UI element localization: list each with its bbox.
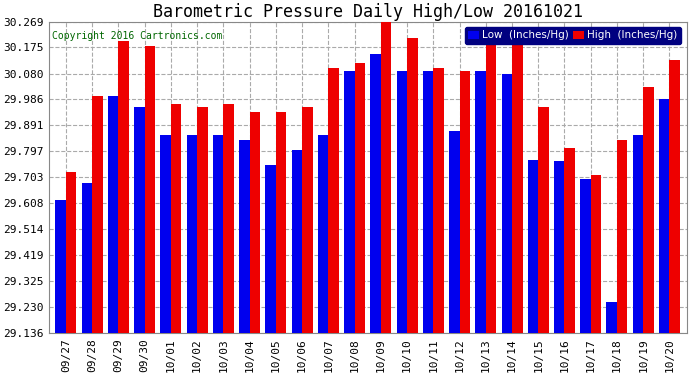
Title: Barometric Pressure Daily High/Low 20161021: Barometric Pressure Daily High/Low 20161… bbox=[152, 3, 582, 21]
Bar bbox=[591, 175, 601, 333]
Bar bbox=[186, 135, 197, 333]
Bar bbox=[607, 302, 617, 333]
Bar bbox=[460, 71, 470, 333]
Bar bbox=[224, 104, 234, 333]
Bar bbox=[355, 63, 365, 333]
Bar bbox=[276, 112, 286, 333]
Legend: Low  (Inches/Hg), High  (Inches/Hg): Low (Inches/Hg), High (Inches/Hg) bbox=[465, 27, 681, 44]
Bar bbox=[197, 106, 208, 333]
Bar bbox=[371, 54, 381, 333]
Bar bbox=[397, 71, 407, 333]
Bar bbox=[250, 112, 260, 333]
Bar bbox=[617, 140, 627, 333]
Bar bbox=[528, 160, 538, 333]
Bar bbox=[119, 40, 129, 333]
Bar bbox=[502, 74, 512, 333]
Bar bbox=[433, 68, 444, 333]
Bar bbox=[643, 87, 653, 333]
Bar bbox=[407, 38, 417, 333]
Bar bbox=[108, 96, 119, 333]
Bar bbox=[81, 183, 92, 333]
Bar bbox=[554, 161, 564, 333]
Bar bbox=[55, 200, 66, 333]
Bar bbox=[171, 104, 181, 333]
Bar bbox=[633, 135, 643, 333]
Bar bbox=[66, 172, 77, 333]
Bar bbox=[292, 150, 302, 333]
Bar bbox=[669, 60, 680, 333]
Bar bbox=[160, 135, 171, 333]
Bar bbox=[239, 140, 250, 333]
Bar bbox=[213, 135, 224, 333]
Bar bbox=[475, 71, 486, 333]
Bar bbox=[344, 71, 355, 333]
Bar bbox=[538, 106, 549, 333]
Text: Copyright 2016 Cartronics.com: Copyright 2016 Cartronics.com bbox=[52, 31, 222, 41]
Bar bbox=[381, 22, 391, 333]
Bar bbox=[92, 96, 103, 333]
Bar bbox=[328, 68, 339, 333]
Bar bbox=[134, 106, 145, 333]
Bar bbox=[145, 46, 155, 333]
Bar bbox=[318, 135, 328, 333]
Bar bbox=[659, 99, 669, 333]
Bar bbox=[423, 71, 433, 333]
Bar bbox=[449, 131, 460, 333]
Bar bbox=[564, 148, 575, 333]
Bar bbox=[302, 106, 313, 333]
Bar bbox=[266, 165, 276, 333]
Bar bbox=[512, 45, 522, 333]
Bar bbox=[486, 38, 496, 333]
Bar bbox=[580, 179, 591, 333]
